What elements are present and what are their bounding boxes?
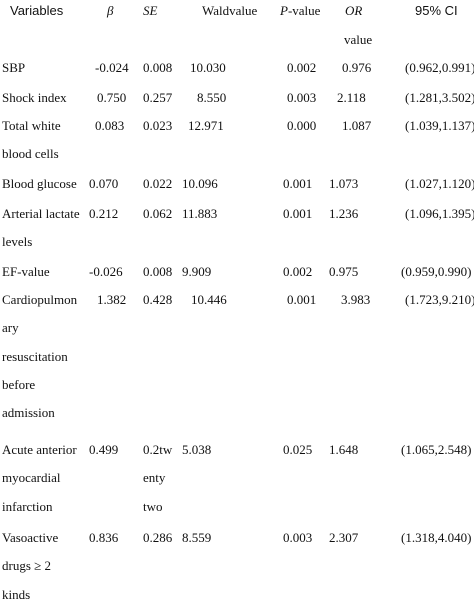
or-cell: 2.307 <box>329 530 359 545</box>
beta-cell: 0.750 <box>97 90 127 105</box>
variable-label: blood cells <box>2 146 59 162</box>
wald-cell: 8.550 <box>197 90 227 105</box>
variable-label: Vasoactive <box>2 530 59 545</box>
wald-cell: 10.030 <box>190 60 226 75</box>
p-value-cell: 0.002 <box>287 60 317 75</box>
variable-label: admission <box>2 405 55 421</box>
ci-cell: (0.959,0.990) <box>401 264 472 279</box>
or-cell: 2.118 <box>337 90 366 105</box>
wald-cell: 5.038 <box>182 442 212 457</box>
p-value-cell: 0.000 <box>287 118 317 133</box>
header-ci: 95% CI <box>415 3 458 18</box>
header-p-value: P-value <box>280 3 320 19</box>
beta-cell: 0.083 <box>95 118 125 133</box>
wald-cell: 10.096 <box>182 176 218 191</box>
se-cell: 0.008 <box>143 60 173 75</box>
header-wald: Waldvalue <box>202 3 258 18</box>
header-beta: β <box>107 3 114 18</box>
se-cell: 0.008 <box>143 264 173 279</box>
variable-label: Acute anterior <box>2 442 77 457</box>
or-cell: 3.983 <box>341 292 371 307</box>
header-or: OR <box>345 3 363 18</box>
beta-cell: 0.070 <box>89 176 119 191</box>
se-cell: 0.428 <box>143 292 173 307</box>
or-cell: 1.073 <box>329 176 359 191</box>
variable-label: kinds <box>2 586 31 602</box>
ci-cell: (1.723,9.210) <box>405 292 474 307</box>
variable-label: resuscitation <box>2 348 68 364</box>
variable-label: SBP <box>2 60 26 75</box>
header-or-value: value <box>344 32 373 47</box>
header-se: SE <box>143 3 158 18</box>
ci-cell: (1.039,1.137) <box>405 118 474 133</box>
variable-label: Arterial lactate <box>2 206 80 221</box>
variable-label: levels <box>2 234 33 250</box>
variable-label: drugs ≥ 2 <box>2 558 52 574</box>
p-value-cell: 0.001 <box>283 176 313 191</box>
p-value-cell: 0.025 <box>283 442 313 457</box>
or-cell: 0.975 <box>329 264 359 279</box>
se-cell: 0.062 <box>143 206 173 221</box>
beta-cell: -0.026 <box>89 264 123 279</box>
wald-cell: 8.559 <box>182 530 212 545</box>
variable-label: before <box>2 376 36 392</box>
ci-cell: (1.096,1.395) <box>405 206 474 221</box>
beta-cell: 0.212 <box>89 206 119 221</box>
beta-cell: -0.024 <box>95 60 129 75</box>
p-value-cell: 0.001 <box>287 292 317 307</box>
se-cell: two <box>143 498 163 514</box>
header-p-letter: P <box>280 3 288 18</box>
variable-label: Total white <box>2 118 61 133</box>
ci-cell: (1.318,4.040) <box>401 530 472 545</box>
ci-cell: (1.027,1.120) <box>405 176 474 191</box>
variable-label: Blood glucose <box>2 176 77 191</box>
header-p-suffix: -value <box>287 3 321 18</box>
variable-label: infarction <box>2 498 53 514</box>
or-cell: 0.976 <box>342 60 372 75</box>
variable-label: EF-value <box>2 264 50 279</box>
ci-cell: (1.065,2.548) <box>401 442 472 457</box>
or-cell: 1.236 <box>329 206 359 221</box>
header-variables: Variables <box>10 3 64 18</box>
beta-cell: 0.836 <box>89 530 119 545</box>
or-cell: 1.648 <box>329 442 359 457</box>
se-cell: 0.2tw <box>143 442 173 457</box>
se-cell: enty <box>143 470 166 486</box>
beta-cell: 1.382 <box>97 292 127 307</box>
se-cell: 0.022 <box>143 176 173 191</box>
se-cell: 0.023 <box>143 118 173 133</box>
se-cell: 0.257 <box>143 90 173 105</box>
variable-label: Shock index <box>2 90 67 105</box>
p-value-cell: 0.001 <box>283 206 313 221</box>
p-value-cell: 0.003 <box>287 90 317 105</box>
variable-label: ary <box>2 320 19 336</box>
wald-cell: 10.446 <box>191 292 227 307</box>
p-value-cell: 0.002 <box>283 264 313 279</box>
wald-cell: 12.971 <box>188 118 224 133</box>
se-cell: 0.286 <box>143 530 173 545</box>
variable-label: myocardial <box>2 470 61 486</box>
beta-cell: 0.499 <box>89 442 119 457</box>
or-cell: 1.087 <box>342 118 372 133</box>
wald-cell: 11.883 <box>182 206 218 221</box>
wald-cell: 9.909 <box>182 264 212 279</box>
ci-cell: (1.281,3.502) <box>405 90 474 105</box>
p-value-cell: 0.003 <box>283 530 313 545</box>
variable-label: Cardiopulmon <box>2 292 78 307</box>
ci-cell: (0.962,0.991) <box>405 60 474 75</box>
